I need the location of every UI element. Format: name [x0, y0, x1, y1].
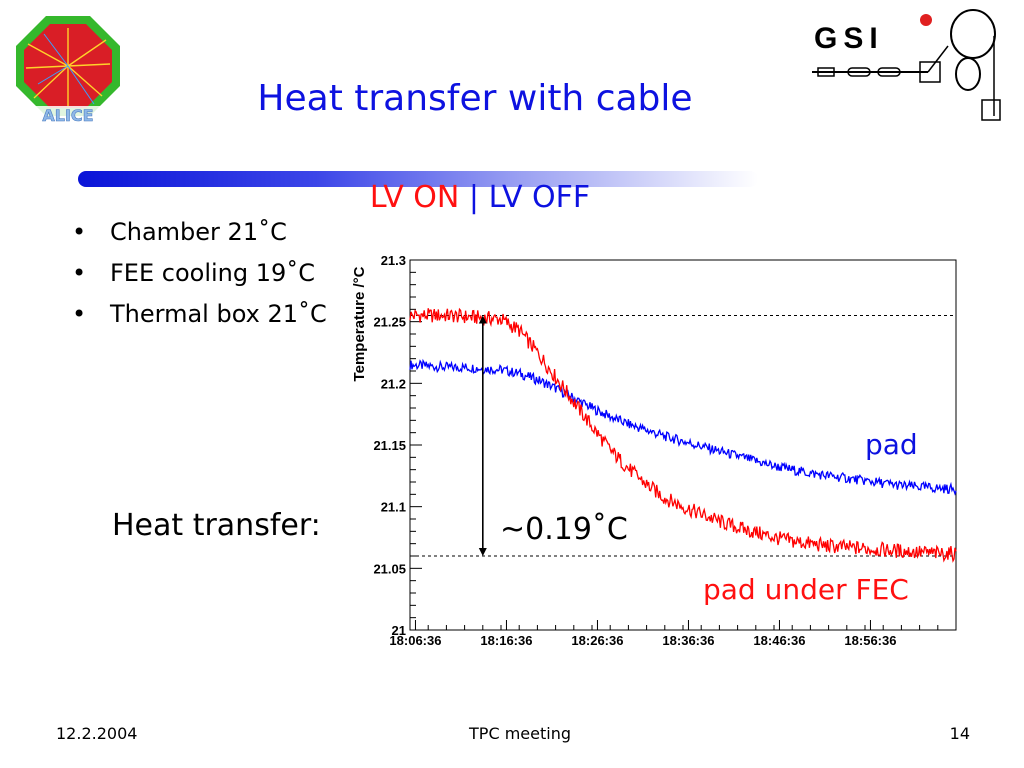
heat-transfer-label: Heat transfer: [112, 508, 321, 543]
x-tick-label: 18:56:36 [844, 633, 896, 648]
lv-on-label: LV ON [369, 180, 460, 215]
bullet-fee-cooling: FEE cooling 19˚C [72, 259, 327, 300]
series-line-pad-under-FEC [409, 307, 957, 563]
temperature-difference-label: ~0.19˚C [500, 512, 628, 547]
series-layer [409, 307, 957, 563]
y-tick-label: 21.3 [381, 253, 406, 268]
slide-title: Heat transfer with cable [257, 78, 693, 119]
pad-under-fec-series-label: pad under FEC [703, 573, 909, 606]
y-tick-label: 21 [392, 623, 406, 638]
bullet-list: Chamber 21˚C FEE cooling 19˚C Thermal bo… [72, 218, 327, 341]
reference-lines [410, 315, 956, 557]
x-tick-label: 18:16:36 [480, 633, 532, 648]
footer-date: 12.2.2004 [56, 724, 138, 743]
y-tick-label: 21.2 [381, 376, 406, 391]
y-axis-ticks: 21 21.05 21.1 21.15 21.2 21.25 21.3 [373, 253, 422, 638]
title-underline-bar [78, 171, 758, 187]
footer-page-number: 14 [949, 724, 970, 743]
x-tick-label: 18:36:36 [662, 633, 714, 648]
gsi-logo: GSI [812, 9, 1001, 121]
x-axis-ticks: 18:06:36 18:16:36 18:26:36 18:36:36 18:46:36… [389, 620, 957, 648]
difference-arrow-head-up [478, 315, 487, 324]
lv-state-legend: LV ON | LV OFF [330, 180, 630, 215]
x-tick-label: 18:06:36 [389, 633, 441, 648]
annotation-layer [478, 315, 487, 556]
lv-off-label: LV OFF [488, 180, 591, 215]
svg-text:GSI: GSI [814, 22, 884, 55]
x-tick-label: 18:26:36 [571, 633, 623, 648]
difference-arrow-head-down [478, 548, 487, 556]
y-axis-title: Temperature /°C [351, 266, 368, 381]
bullet-thermal-box: Thermal box 21˚C [72, 300, 327, 341]
series-line-pad [409, 358, 957, 496]
y-tick-label: 21.15 [373, 438, 406, 453]
y-tick-label: 21.1 [381, 500, 406, 515]
pad-series-label: pad [865, 428, 918, 461]
bullet-chamber: Chamber 21˚C [72, 218, 327, 259]
x-tick-label: 18:46:36 [753, 633, 805, 648]
y-tick-label: 21.25 [373, 315, 406, 330]
alice-logo: ALICE [12, 16, 124, 124]
footer-meeting: TPC meeting [469, 724, 571, 743]
y-tick-label: 21.05 [373, 561, 406, 576]
svg-text:ALICE: ALICE [42, 106, 93, 124]
lv-separator: | [468, 180, 480, 215]
